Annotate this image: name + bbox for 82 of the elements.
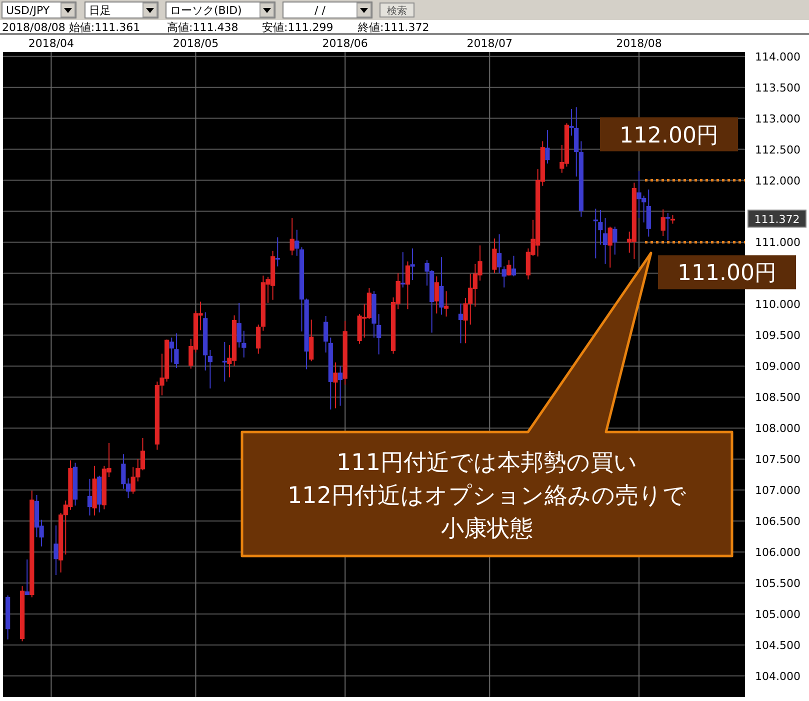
candlestick [294,229,300,256]
text: 安値:111.299 [262,21,334,34]
candlestick [545,130,550,164]
y-tick-label: 106.000 [755,546,800,560]
candlestick [593,208,598,259]
y-tick-label: 110.000 [755,298,800,312]
candlestick [54,524,58,576]
candlestick [309,319,314,362]
y-tick-label: 107.000 [755,484,800,498]
candlestick [511,255,516,277]
candlestick [598,209,603,246]
candlestick [496,234,502,274]
candlestick [174,332,179,368]
x-tick-label: 2018/08 [616,37,662,50]
candlestick [236,302,242,348]
candlestick [444,290,449,318]
candlestick [434,276,439,314]
x-tick-label: 2018/07 [466,37,512,50]
candlestick [275,236,280,267]
candlestick [502,266,506,288]
ref-line-label: 111.00円 [678,261,776,286]
candlestick [506,260,512,276]
candlestick [256,324,261,354]
candlestick [439,256,444,316]
x-tick-label: 2018/04 [28,37,74,50]
candlestick [660,208,666,237]
y-tick-label: 112.000 [755,174,800,188]
x-tick-label: 2018/06 [322,37,368,50]
candlestick [400,252,406,288]
candlestick [405,260,410,310]
y-tick-label: 113.000 [755,112,800,126]
candlestick [208,350,212,389]
y-tick-label: 111.000 [755,236,800,250]
candlestick [574,106,579,178]
text: USD/JPY [6,4,50,17]
y-tick-label: 105.000 [755,608,800,621]
text: 終値:111.372 [357,21,430,34]
y-tick-label: 106.500 [755,515,800,528]
text: 2018/08/08 始値:111.361 [2,21,140,34]
text: 日足 [89,4,111,17]
ref-line-label: 112.00円 [620,123,718,148]
y-tick-label: 108.000 [755,422,800,436]
y-tick-label: 114.000 [755,50,800,64]
candlestick [458,303,464,344]
candlestick [492,238,497,274]
candlestick [338,366,343,406]
candlestick [290,218,294,256]
annotation: 小康状態 [441,516,533,542]
candlestick [602,218,608,264]
candlestick [612,226,618,256]
candlestick [24,558,30,596]
candlestick [169,337,174,363]
candlestick [646,189,651,238]
y-tick-label: 105.500 [755,576,800,590]
text: 111.372 [754,213,800,226]
candlestick [242,330,246,358]
text: 検索 [387,5,407,17]
candlestick [410,248,415,281]
y-tick-label: 113.500 [755,81,800,94]
text: / / [314,4,326,17]
y-tick-label: 109.000 [755,360,800,374]
candlestick [666,212,670,241]
candlestick [324,315,328,354]
y-tick-label: 112.500 [755,143,800,156]
candlestick [222,341,227,382]
candlestick [333,362,338,409]
candlestick [608,226,612,268]
candlestick [569,108,574,136]
x-tick-label: 2018/05 [172,37,219,50]
y-tick-label: 107.500 [755,453,800,466]
text: ローソク(BID) [170,4,242,17]
ref-label: 112.00円 [600,117,738,152]
text: 高値:111.438 [167,21,238,34]
y-tick-label: 104.000 [755,670,800,683]
annotation: 111円付近では本邦勢の買い [336,450,638,476]
y-tick-label: 104.500 [755,638,800,652]
candlestick [87,478,92,516]
ref-label: 111.00円 [658,255,796,290]
y-tick-label: 109.500 [755,329,800,342]
candlestick [376,314,382,355]
annotation: 112円付近はオプション絡みの売りで [288,483,686,509]
y-tick-label: 108.500 [755,391,800,404]
